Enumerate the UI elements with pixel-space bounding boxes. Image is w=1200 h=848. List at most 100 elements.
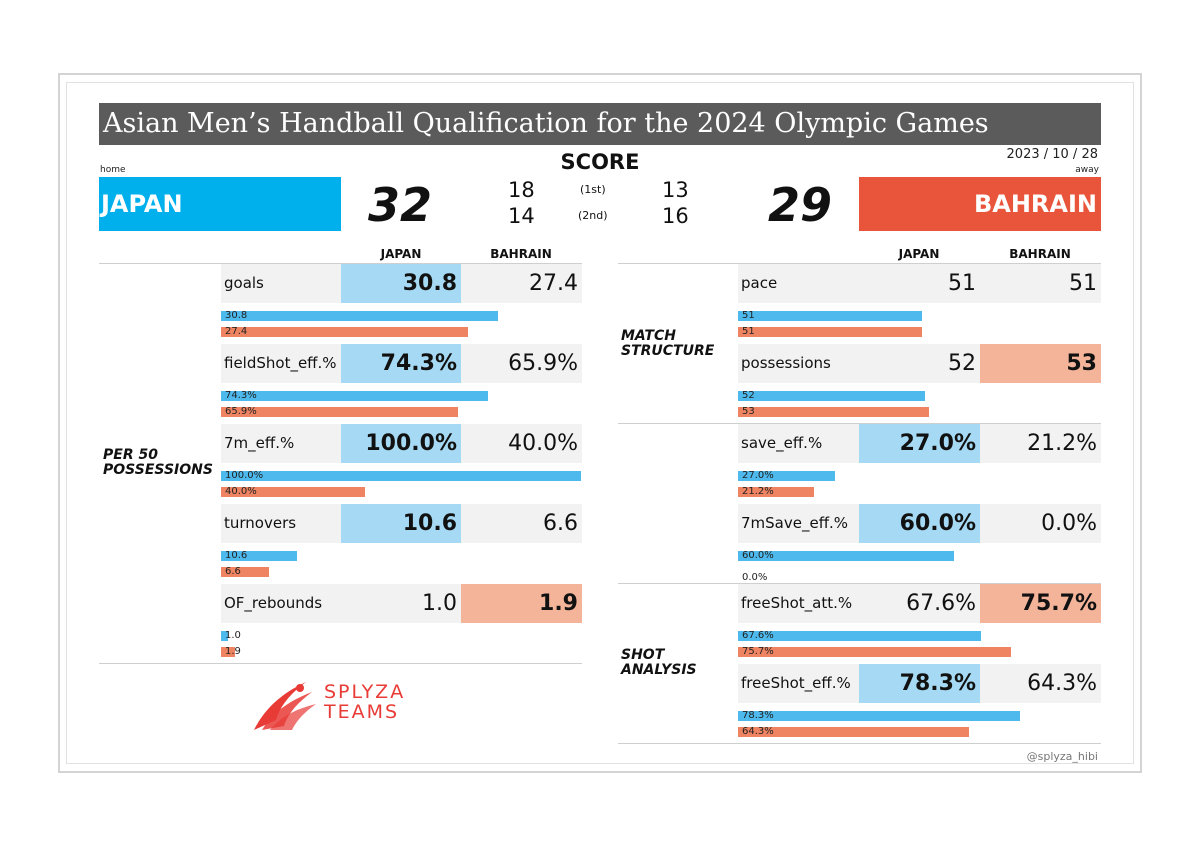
bar-away: [221, 327, 468, 337]
away-score: 29: [768, 178, 833, 232]
section-divider: [99, 663, 582, 664]
bar-home: [738, 391, 926, 401]
bar-label-away: 21.2%: [742, 486, 774, 497]
bar-label-away: 1.9: [225, 646, 241, 657]
score-label: SCORE: [560, 150, 640, 174]
metric-value-home: 30.8: [341, 264, 461, 303]
bar-label-home: 10.6: [225, 550, 248, 561]
metric-value-away: 53: [980, 344, 1101, 383]
inner-frame: [66, 82, 1134, 764]
bar-away: [738, 647, 1011, 657]
bar-away: [221, 487, 365, 497]
metric-label: 7m_eff.%: [221, 424, 341, 463]
section-divider: [99, 263, 582, 264]
bar-home: [221, 471, 581, 481]
metric-value-away: 0.0%: [980, 504, 1101, 543]
home-first-half: 18: [508, 178, 535, 202]
bar-away: [738, 327, 922, 337]
section-label: MATCH STRUCTURE: [621, 328, 715, 359]
outer-frame: [58, 73, 1142, 773]
logo-text: SPLYZA TEAMS: [324, 682, 405, 722]
bar-label-home: 51: [742, 310, 755, 321]
home-team-name: JAPAN: [99, 177, 341, 231]
bar-home: [221, 631, 229, 641]
bar-away: [738, 727, 970, 737]
metric-value-away: 64.3%: [980, 664, 1101, 703]
bar-label-home: 67.6%: [742, 630, 774, 641]
metric-value-home: 100.0%: [341, 424, 461, 463]
metric-value-away: 40.0%: [461, 424, 582, 463]
section-label: SHOT ANALYSIS: [621, 647, 697, 678]
bar-away: [221, 567, 269, 577]
bar-label-away: 65.9%: [225, 406, 257, 417]
metric-value-away: 21.2%: [980, 424, 1101, 463]
metric-label: save_eff.%: [738, 424, 859, 463]
bar-home: [738, 711, 1020, 721]
bar-label-home: 78.3%: [742, 710, 774, 721]
metric-label: OF_rebounds: [221, 584, 341, 623]
home-second-half: 14: [508, 204, 535, 228]
away-second-half: 16: [662, 204, 689, 228]
metric-label: turnovers: [221, 504, 341, 543]
metric-label: freeShot_eff.%: [738, 664, 859, 703]
bar-label-away: 0.0%: [742, 572, 768, 583]
metric-label: goals: [221, 264, 341, 303]
section-divider: [618, 263, 1101, 264]
metric-value-home: 67.6%: [859, 584, 980, 623]
bar-home: [221, 551, 298, 561]
bar-label-away: 51: [742, 326, 755, 337]
logo-line2: TEAMS: [324, 701, 400, 723]
metric-value-home: 52: [859, 344, 980, 383]
metric-value-away: 51: [980, 264, 1101, 303]
metric-label: possessions: [738, 344, 859, 383]
metric-label: fieldShot_eff.%: [221, 344, 341, 383]
bar-away: [221, 647, 235, 657]
away-tag: away: [1075, 165, 1099, 175]
bar-label-away: 6.6: [225, 566, 241, 577]
metric-value-away: 1.9: [461, 584, 582, 623]
bar-home: [738, 311, 922, 321]
home-tag: home: [100, 165, 126, 175]
bar-label-away: 75.7%: [742, 646, 774, 657]
home-score: 32: [368, 178, 433, 232]
bar-away: [738, 407, 929, 417]
bar-label-home: 27.0%: [742, 470, 774, 481]
metric-value-away: 6.6: [461, 504, 582, 543]
right-col-header-away: BAHRAIN: [1009, 247, 1071, 261]
bar-home: [738, 631, 982, 641]
metric-value-home: 51: [859, 264, 980, 303]
left-col-header-home: JAPAN: [380, 247, 422, 261]
bar-label-away: 27.4: [225, 326, 248, 337]
bar-label-home: 74.3%: [225, 390, 257, 401]
metric-value-home: 74.3%: [341, 344, 461, 383]
first-half-label: (1st): [580, 183, 606, 196]
metric-value-away: 75.7%: [980, 584, 1101, 623]
second-half-label: (2nd): [578, 209, 608, 222]
bar-label-away: 64.3%: [742, 726, 774, 737]
section-label: PER 50 POSSESSIONS: [103, 447, 213, 478]
metric-value-away: 27.4: [461, 264, 582, 303]
metric-label: 7mSave_eff.%: [738, 504, 859, 543]
phoenix-logo-icon: [254, 682, 316, 730]
bar-away: [221, 407, 459, 417]
away-team-name: BAHRAIN: [859, 177, 1101, 231]
metric-value-home: 78.3%: [859, 664, 980, 703]
section-divider: [618, 583, 1101, 584]
metric-value-home: 60.0%: [859, 504, 980, 543]
bar-label-home: 52: [742, 390, 755, 401]
metric-value-home: 1.0: [341, 584, 461, 623]
metric-label: pace: [738, 264, 859, 303]
bar-home: [221, 311, 499, 321]
bar-label-home: 30.8: [225, 310, 248, 321]
bar-home: [738, 551, 954, 561]
bar-home: [738, 471, 836, 481]
bar-label-away: 40.0%: [225, 486, 257, 497]
metric-value-home: 10.6: [341, 504, 461, 543]
bar-label-home: 100.0%: [225, 470, 264, 481]
section-divider: [618, 743, 1101, 744]
section-divider: [618, 423, 1101, 424]
bar-away: [738, 487, 815, 497]
metric-value-home: 27.0%: [859, 424, 980, 463]
bar-label-away: 53: [742, 406, 755, 417]
left-col-header-away: BAHRAIN: [490, 247, 552, 261]
